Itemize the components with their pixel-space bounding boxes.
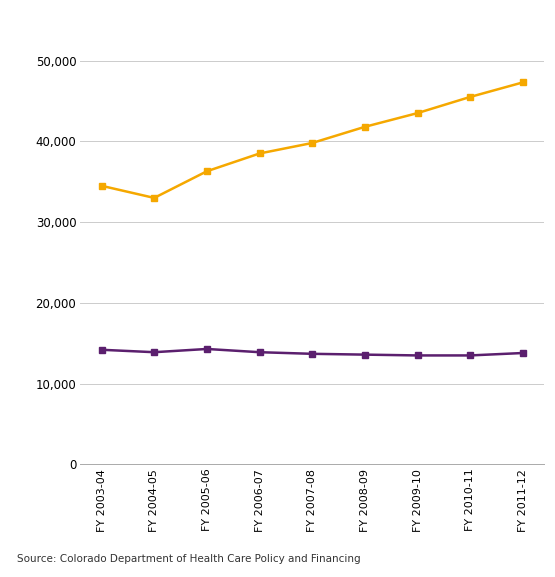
Text: Graph 3. Medicaid Enrollment, HCBS vs. Nursing Facility, Colorado: Graph 3. Medicaid Enrollment, HCBS vs. N…: [10, 16, 507, 29]
Text: Source: Colorado Department of Health Care Policy and Financing: Source: Colorado Department of Health Ca…: [17, 554, 360, 564]
